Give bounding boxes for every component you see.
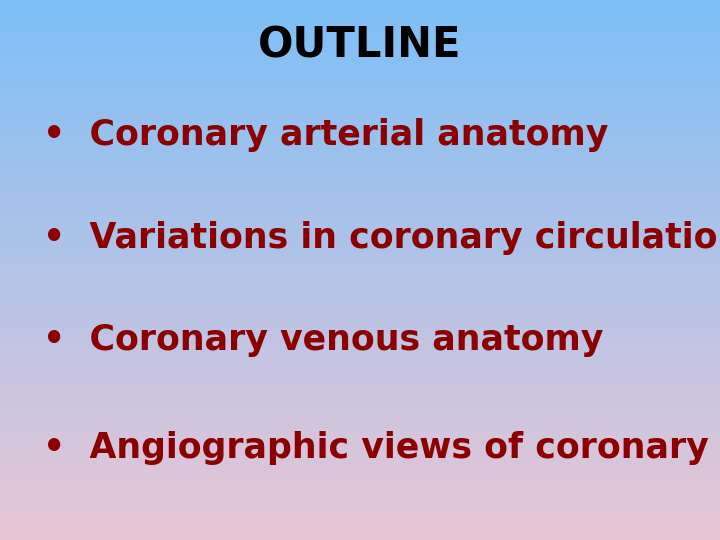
Text: •  Angiographic views of coronary arteries: • Angiographic views of coronary arterie… (43, 431, 720, 465)
Text: •  Coronary arterial anatomy: • Coronary arterial anatomy (43, 118, 608, 152)
Text: •  Coronary venous anatomy: • Coronary venous anatomy (43, 323, 603, 357)
Text: OUTLINE: OUTLINE (258, 25, 462, 67)
Text: •  Variations in coronary circulation: • Variations in coronary circulation (43, 221, 720, 254)
